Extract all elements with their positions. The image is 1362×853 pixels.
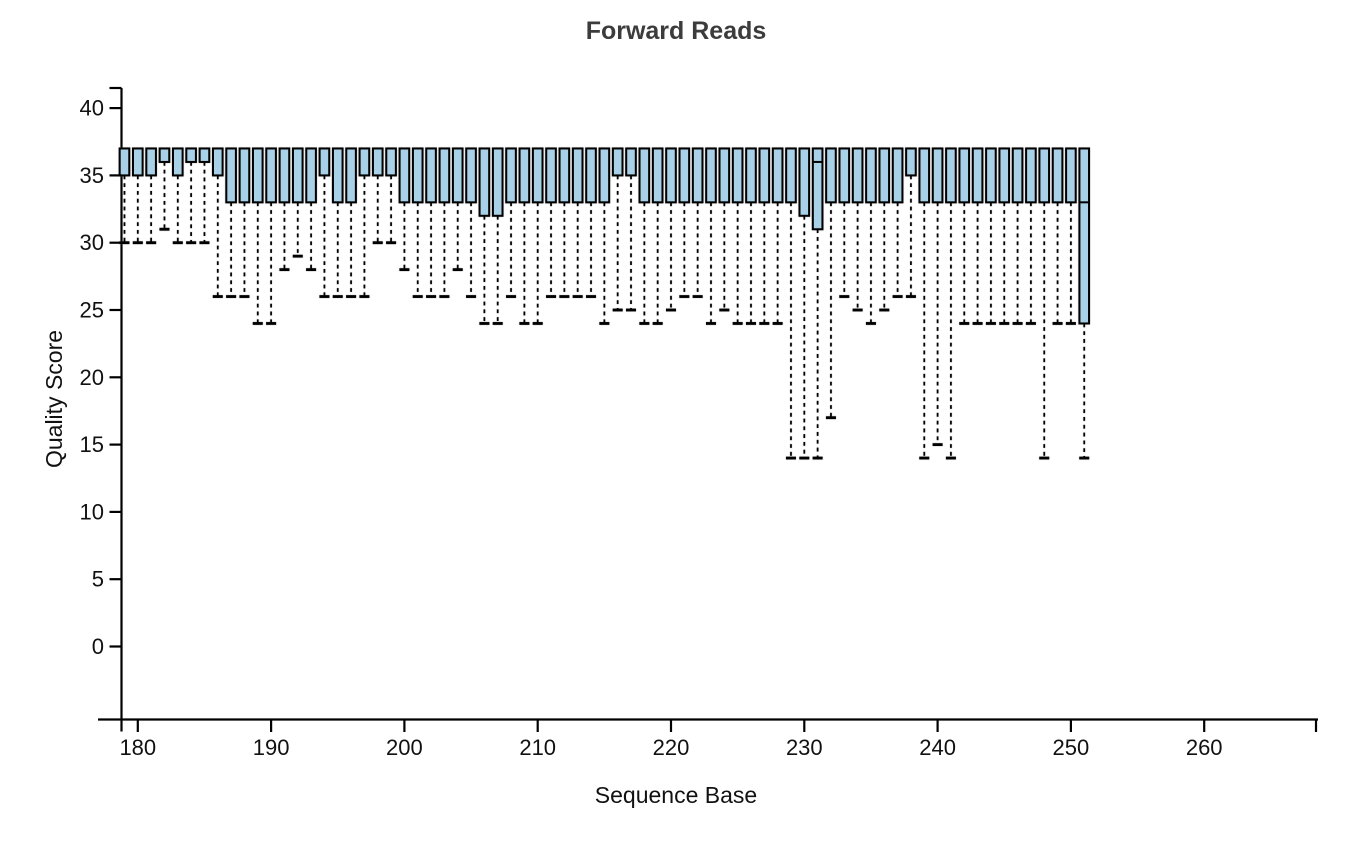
box-base-223 — [705, 147, 717, 204]
box-base-248 — [1038, 147, 1051, 204]
box-base-246 — [1011, 147, 1024, 204]
x-tick-label: 190 — [253, 735, 290, 760]
y-tick-label: 5 — [92, 567, 104, 592]
box-base-214 — [585, 147, 597, 204]
box-base-242 — [958, 147, 971, 204]
box-base-211 — [545, 147, 557, 204]
box-base-182 — [158, 147, 171, 163]
y-tick-label: 20 — [80, 365, 104, 390]
box-base-196 — [345, 147, 357, 204]
box-base-251 — [1078, 147, 1091, 325]
y-tick-label: 35 — [80, 163, 104, 188]
chart-title: Forward Reads — [586, 17, 767, 45]
box-base-180 — [132, 147, 144, 177]
box-base-202 — [425, 147, 437, 204]
y-axis-label: Quality Score — [41, 330, 67, 468]
box-base-198 — [371, 147, 384, 177]
x-tick-label: 250 — [1053, 735, 1090, 760]
box-base-233 — [838, 147, 851, 204]
box-base-234 — [851, 147, 864, 204]
box-base-238 — [905, 147, 917, 177]
box-base-225 — [731, 147, 744, 204]
box-base-216 — [611, 147, 624, 177]
box-base-187 — [225, 147, 237, 204]
box-base-241 — [945, 147, 957, 204]
box-base-192 — [291, 147, 304, 204]
box-base-193 — [305, 147, 317, 204]
box-base-239 — [918, 147, 931, 204]
box-base-230 — [798, 147, 811, 217]
box-base-220 — [665, 147, 677, 204]
box-base-237 — [891, 147, 904, 204]
x-tick-label: 210 — [519, 735, 556, 760]
box-base-197 — [358, 147, 371, 177]
box-base-247 — [1025, 147, 1037, 204]
box-base-184 — [185, 147, 197, 163]
box-base-199 — [385, 147, 397, 177]
box-base-181 — [145, 147, 157, 177]
box-base-189 — [251, 147, 264, 204]
x-tick-label: 200 — [386, 735, 423, 760]
box-base-201 — [411, 147, 424, 204]
box-base-218 — [638, 147, 651, 204]
x-tick-label: 220 — [653, 735, 690, 760]
box-base-204 — [451, 147, 464, 204]
y-tick-label: 15 — [80, 432, 104, 457]
box-base-229 — [785, 147, 797, 204]
box-base-200 — [398, 147, 411, 204]
box-base-231 — [811, 147, 824, 231]
box-base-249 — [1051, 147, 1064, 204]
box-base-191 — [278, 147, 291, 204]
y-tick-label: 30 — [80, 230, 104, 255]
box-base-243 — [971, 147, 984, 204]
box-base-215 — [598, 147, 611, 204]
box-base-195 — [331, 147, 344, 204]
box-base-226 — [745, 147, 757, 204]
box-base-190 — [265, 147, 277, 204]
box-base-194 — [318, 147, 331, 177]
box-base-236 — [878, 147, 891, 204]
y-tick-label: 40 — [80, 96, 104, 121]
box-base-228 — [771, 147, 784, 204]
box-base-210 — [531, 147, 544, 204]
box-base-250 — [1065, 147, 1077, 204]
box-base-222 — [691, 147, 704, 204]
box-base-240 — [931, 147, 944, 204]
box-base-207 — [491, 147, 504, 217]
box-base-235 — [865, 147, 877, 204]
box-base-185 — [198, 147, 211, 163]
box-base-219 — [651, 147, 664, 204]
box-base-205 — [465, 147, 477, 204]
box-base-186 — [211, 147, 224, 177]
box-base-217 — [625, 147, 637, 177]
axes — [98, 86, 1318, 732]
x-tick-label: 180 — [119, 735, 156, 760]
box-base-232 — [825, 147, 837, 204]
x-axis-label: Sequence Base — [595, 782, 757, 808]
box-base-183 — [171, 147, 184, 177]
x-tick-label: 260 — [1186, 735, 1223, 760]
box-base-245 — [998, 147, 1011, 204]
box-base-208 — [505, 147, 517, 204]
box-base-179 — [118, 147, 131, 177]
x-tick-label: 230 — [786, 735, 823, 760]
box-base-221 — [678, 147, 691, 204]
box-base-188 — [238, 147, 251, 204]
box-base-209 — [518, 147, 531, 204]
y-tick-label: 25 — [80, 298, 104, 323]
x-tick-label: 240 — [919, 735, 956, 760]
box-base-206 — [478, 147, 491, 217]
y-tick-label: 0 — [92, 634, 104, 659]
box-base-224 — [718, 147, 731, 204]
axis-ticks: 180 190 200 210 220 230 240 250 260 0 5 10 15 20 25 30 3… — [80, 96, 1223, 760]
boxplot-series — [118, 147, 1091, 460]
box-base-203 — [438, 147, 451, 204]
box-base-213 — [571, 147, 584, 204]
box-base-212 — [558, 147, 571, 204]
y-tick-label: 10 — [80, 499, 104, 524]
box-base-227 — [758, 147, 771, 204]
box-base-244 — [985, 147, 997, 204]
